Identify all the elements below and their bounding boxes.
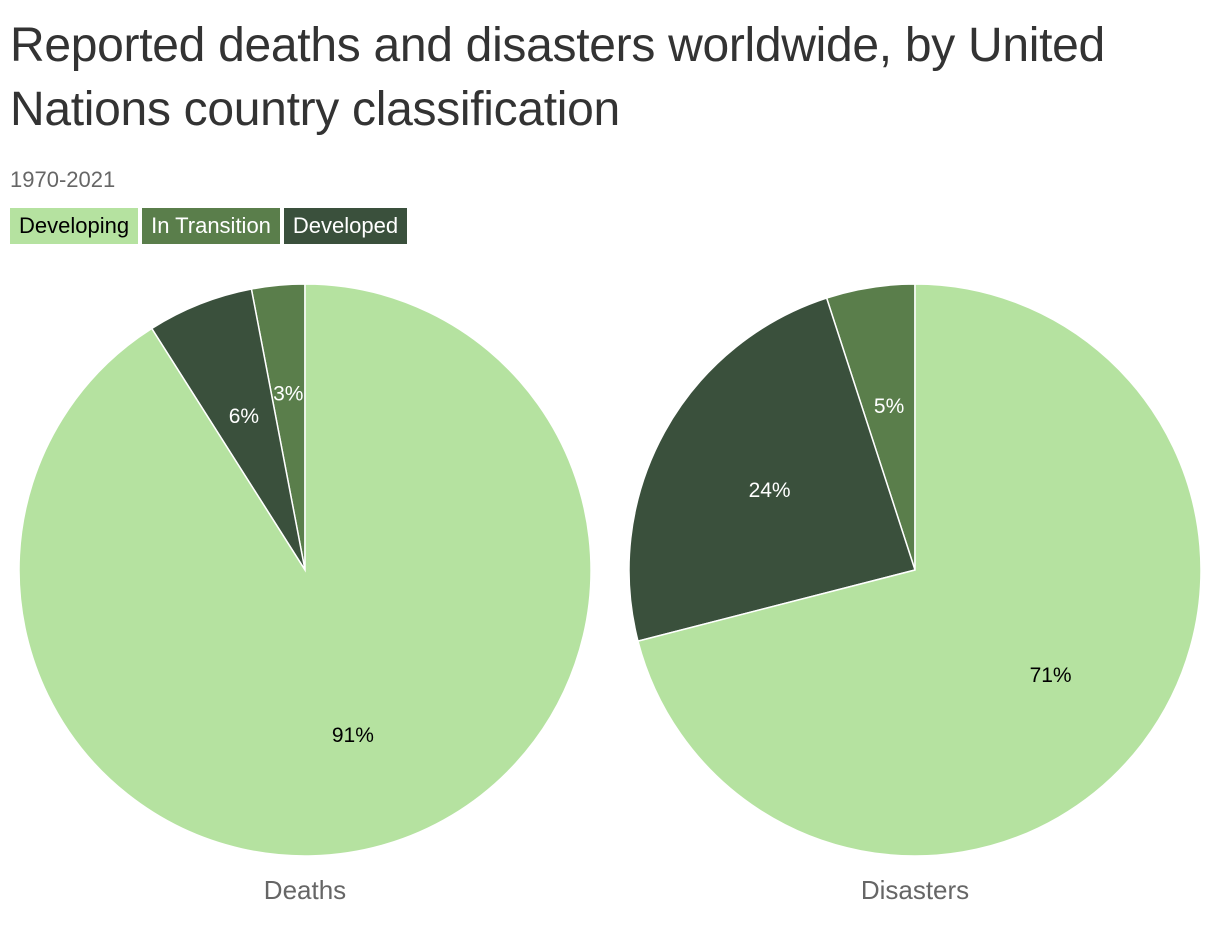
pie-slice-disasters-developed <box>628 297 916 643</box>
legend-item-in-transition: In Transition <box>142 208 280 244</box>
legend-item-developing: Developing <box>10 208 139 244</box>
pie-caption-disasters: Disasters <box>861 875 969 905</box>
slice-label-disasters-developed: 24% <box>749 479 791 502</box>
legend-item-developed: Developed <box>283 208 408 244</box>
slice-label-disasters-in-transition: 5% <box>874 395 904 418</box>
chart-subtitle: 1970-2021 <box>10 167 116 192</box>
pie-slice-disasters-developing <box>637 283 1202 857</box>
legend: Developing In Transition Developed <box>10 208 408 244</box>
pie-disasters: 5% 24% 71% <box>628 283 1202 857</box>
pie-caption-deaths: Deaths <box>264 875 346 905</box>
slice-label-deaths-developed: 6% <box>229 405 259 428</box>
slice-label-deaths-developing: 91% <box>332 724 374 747</box>
chart-title: Reported deaths and disasters worldwide,… <box>10 19 1105 136</box>
slice-label-deaths-in-transition: 3% <box>273 383 303 406</box>
slice-label-disasters-developing: 71% <box>1030 664 1072 687</box>
pie-deaths: 3% 6% 91% <box>18 283 592 857</box>
pie-slice-deaths-developing <box>18 283 592 857</box>
